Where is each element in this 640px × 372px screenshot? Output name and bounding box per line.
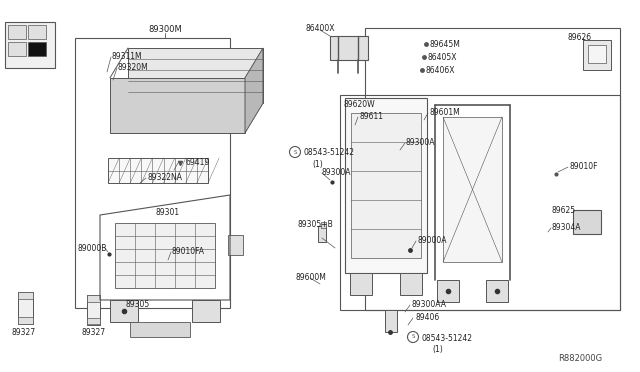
Text: S: S — [293, 150, 297, 154]
Text: 89600M: 89600M — [296, 273, 327, 282]
Bar — [192, 300, 220, 322]
Bar — [318, 226, 326, 242]
Text: 89300A: 89300A — [322, 168, 351, 177]
Text: 89611: 89611 — [360, 112, 384, 121]
Text: 89304A: 89304A — [552, 223, 582, 232]
Bar — [130, 322, 190, 337]
Text: 89626: 89626 — [568, 33, 592, 42]
Text: 89322NA: 89322NA — [148, 173, 183, 182]
Bar — [18, 317, 33, 324]
Bar — [28, 42, 46, 56]
Bar — [351, 113, 421, 258]
Bar — [588, 45, 606, 63]
Text: 86405X: 86405X — [428, 53, 458, 62]
Bar — [437, 280, 459, 302]
Text: 89300A: 89300A — [406, 138, 435, 147]
Bar — [18, 292, 33, 299]
Text: 08543-51242: 08543-51242 — [303, 148, 354, 157]
Bar — [385, 310, 397, 332]
Polygon shape — [245, 48, 263, 133]
Bar — [87, 318, 100, 324]
Text: 89000A: 89000A — [417, 236, 447, 245]
Text: 89301: 89301 — [155, 208, 179, 217]
Text: 89010F: 89010F — [570, 162, 598, 171]
Bar — [321, 222, 326, 228]
Text: 89010FA: 89010FA — [172, 247, 205, 256]
Bar — [87, 295, 100, 325]
Bar — [486, 280, 508, 302]
Bar — [330, 36, 368, 60]
Bar — [5, 22, 55, 68]
Text: 89406: 89406 — [415, 313, 439, 322]
Text: R882000G: R882000G — [558, 354, 602, 363]
Polygon shape — [128, 48, 263, 103]
Bar — [8, 42, 26, 56]
Text: (1): (1) — [312, 160, 323, 169]
Bar — [108, 158, 208, 183]
Bar — [365, 28, 620, 310]
Bar — [110, 300, 138, 322]
Bar — [340, 95, 620, 310]
Text: 89300M: 89300M — [148, 25, 182, 34]
Bar — [8, 25, 26, 39]
Bar — [400, 273, 422, 295]
Bar — [75, 38, 230, 308]
Text: 89625: 89625 — [552, 206, 576, 215]
Bar — [115, 223, 215, 288]
Bar — [573, 210, 601, 234]
Text: 89327: 89327 — [82, 328, 106, 337]
Text: 89305: 89305 — [125, 300, 149, 309]
Text: 89327: 89327 — [12, 328, 36, 337]
Text: 89000B: 89000B — [78, 244, 108, 253]
Bar — [350, 273, 372, 295]
Text: 89601M: 89601M — [430, 108, 461, 117]
Bar — [28, 25, 46, 39]
Bar — [583, 40, 611, 70]
Text: 69419: 69419 — [185, 158, 209, 167]
Text: 08543-51242: 08543-51242 — [422, 334, 473, 343]
Bar — [18, 292, 33, 324]
Bar — [228, 235, 243, 255]
Bar — [345, 98, 427, 273]
Text: (1): (1) — [432, 345, 443, 354]
Text: 89305+B: 89305+B — [298, 220, 333, 229]
Text: S: S — [412, 334, 415, 340]
Text: 89320M: 89320M — [118, 63, 148, 72]
Text: 86406X: 86406X — [426, 66, 456, 75]
Polygon shape — [110, 78, 245, 133]
Bar — [87, 295, 100, 302]
Text: 89645M: 89645M — [430, 40, 461, 49]
Text: 86400X: 86400X — [306, 24, 335, 33]
Text: 89311M: 89311M — [112, 52, 143, 61]
Text: 89300AA: 89300AA — [412, 300, 447, 309]
Text: 89620W: 89620W — [344, 100, 376, 109]
Bar — [443, 117, 502, 262]
